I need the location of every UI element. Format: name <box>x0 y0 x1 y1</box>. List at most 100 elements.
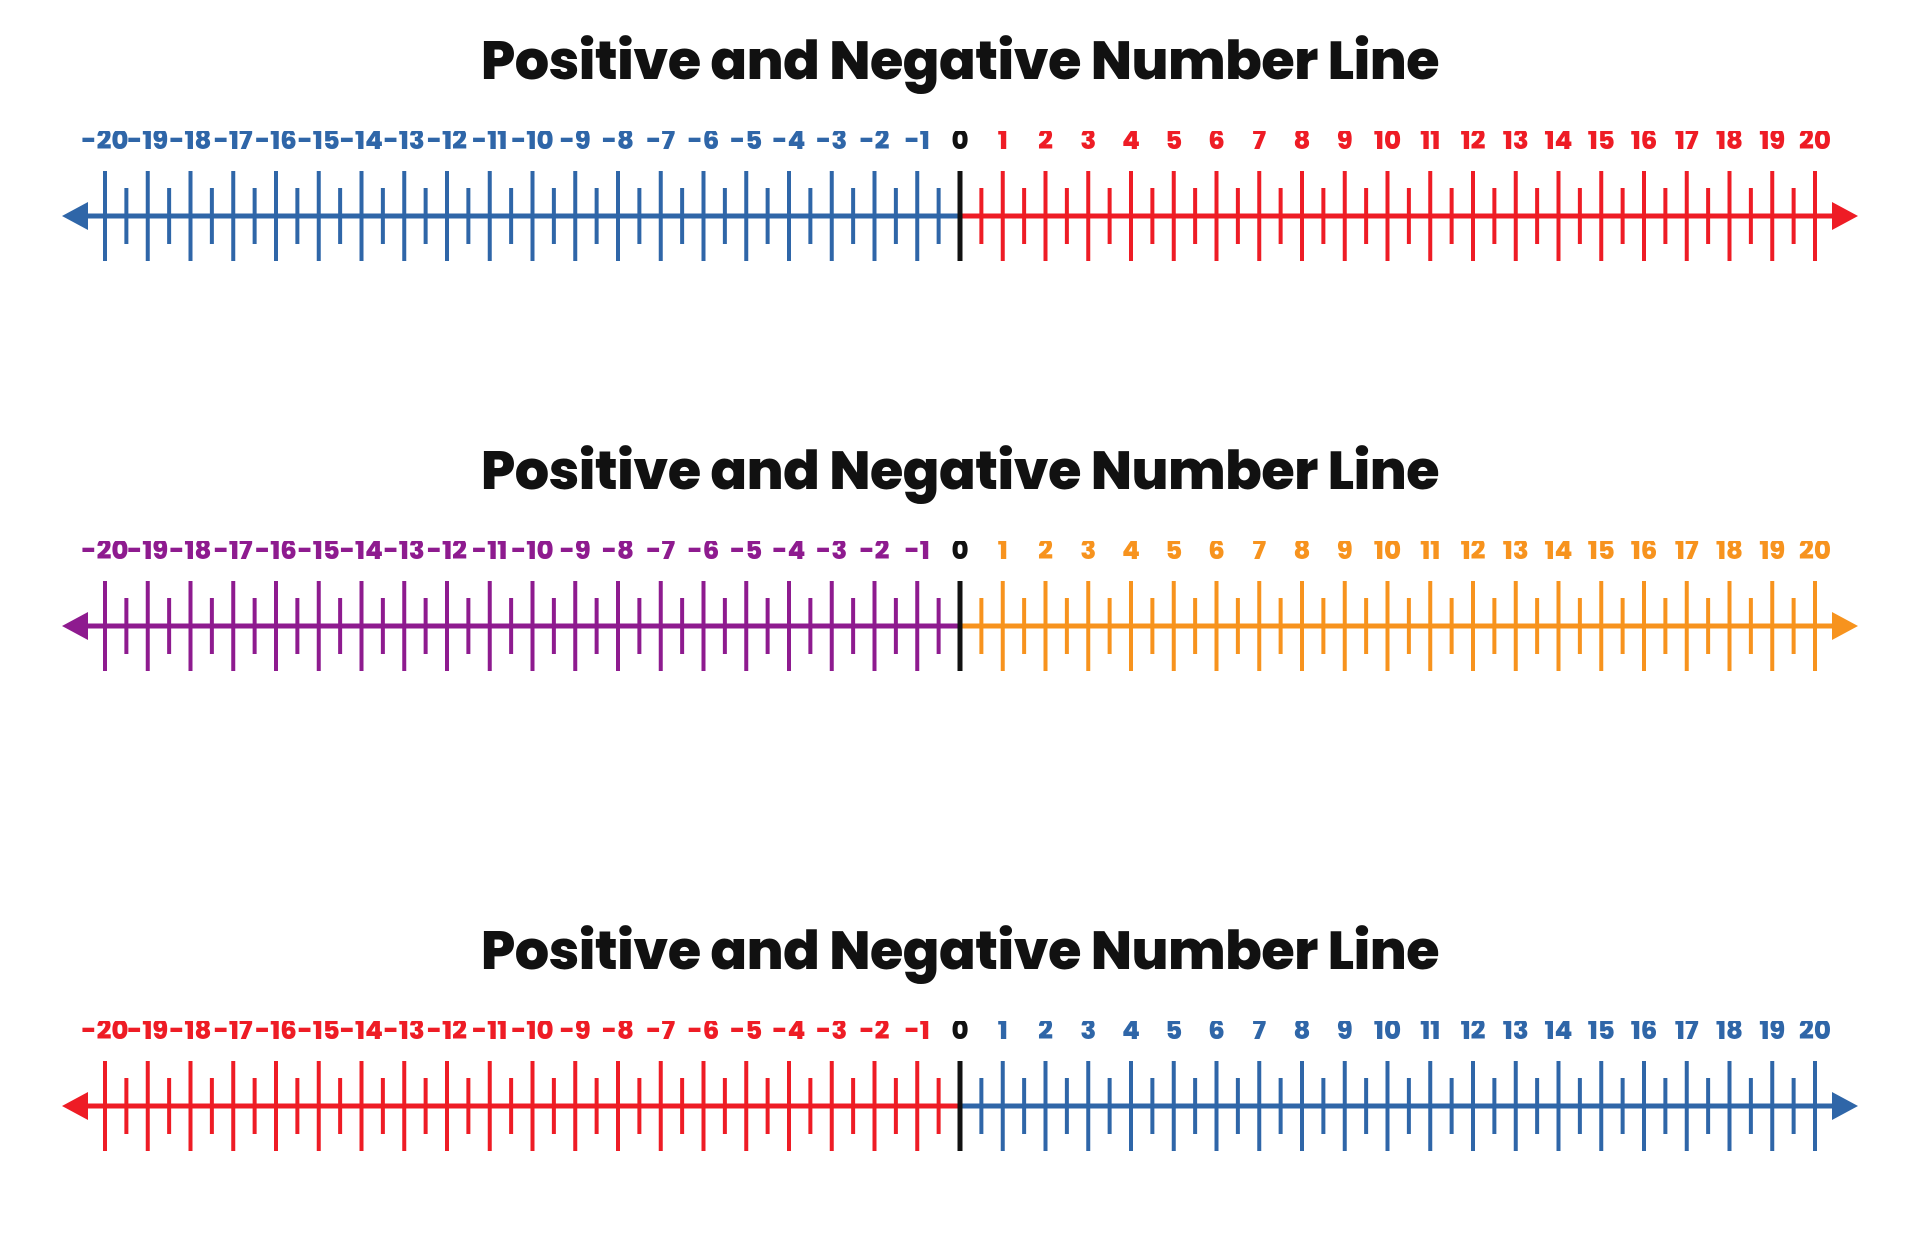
number-line-section-1: Positive and Negative Number Line-20-19-… <box>0 20 1920 301</box>
tick-label: 2 <box>1038 131 1053 159</box>
tick-label: -8 <box>602 541 634 569</box>
arrow-right-icon <box>1832 612 1858 640</box>
tick-label: -7 <box>646 131 675 159</box>
tick-label: 1 <box>998 541 1008 569</box>
tick-label: 7 <box>1252 1021 1266 1049</box>
tick-label: 5 <box>1165 541 1182 569</box>
tick-label: -9 <box>560 541 591 569</box>
tick-label: 12 <box>1461 1021 1486 1049</box>
tick-label: 3 <box>1080 131 1096 159</box>
tick-label: -15 <box>298 1021 340 1049</box>
tick-label: -18 <box>169 131 211 159</box>
tick-label: -7 <box>646 541 675 569</box>
tick-label: 18 <box>1716 541 1743 569</box>
tick-label: 20 <box>1799 541 1831 569</box>
tick-label: -14 <box>340 131 383 159</box>
tick-label: 1 <box>998 1021 1008 1049</box>
tick-label: 10 <box>1374 131 1401 159</box>
tick-label: 4 <box>1122 1021 1140 1049</box>
tick-label: -4 <box>773 131 806 159</box>
tick-label: 3 <box>1080 1021 1096 1049</box>
tick-label: -1 <box>905 1021 930 1049</box>
tick-label: -16 <box>255 1021 297 1049</box>
tick-label: -18 <box>169 541 211 569</box>
tick-label: 16 <box>1631 1021 1658 1049</box>
tick-label: 17 <box>1675 131 1699 159</box>
tick-label: -2 <box>860 541 890 569</box>
tick-label: -3 <box>816 1021 847 1049</box>
tick-label: 0 <box>951 1021 968 1049</box>
tick-label: 7 <box>1252 131 1266 159</box>
tick-label: -20 <box>82 131 129 159</box>
tick-label: 4 <box>1122 541 1140 569</box>
tick-label: -6 <box>688 541 720 569</box>
arrow-right-icon <box>1832 1092 1858 1120</box>
tick-label: -10 <box>511 541 553 569</box>
tick-label: -8 <box>602 131 634 159</box>
tick-label: 16 <box>1631 541 1658 569</box>
tick-label: -4 <box>773 541 806 569</box>
tick-label: -9 <box>560 1021 591 1049</box>
tick-label: 12 <box>1461 541 1486 569</box>
tick-label: -9 <box>560 131 591 159</box>
tick-label: -10 <box>511 131 553 159</box>
tick-label: 11 <box>1420 131 1440 159</box>
tick-label: 19 <box>1759 1021 1785 1049</box>
tick-label: -12 <box>427 131 467 159</box>
tick-label: 3 <box>1080 541 1096 569</box>
tick-label: -17 <box>214 541 253 569</box>
tick-label: 0 <box>951 131 968 159</box>
tick-label: 5 <box>1165 131 1182 159</box>
tick-label: 14 <box>1544 541 1572 569</box>
tick-label: 16 <box>1631 131 1658 159</box>
tick-label: -16 <box>255 541 297 569</box>
tick-label: 1 <box>998 131 1008 159</box>
tick-label: 19 <box>1759 541 1785 569</box>
tick-label: -5 <box>730 131 762 159</box>
diagram-title: Positive and Negative Number Line <box>0 20 1920 101</box>
tick-label: 6 <box>1208 1021 1225 1049</box>
tick-label: 17 <box>1675 1021 1699 1049</box>
tick-label: -6 <box>688 131 720 159</box>
arrow-left-icon <box>62 1092 88 1120</box>
diagram-title: Positive and Negative Number Line <box>0 430 1920 511</box>
tick-label: 8 <box>1294 131 1311 159</box>
tick-label: 2 <box>1038 541 1053 569</box>
tick-label: 2 <box>1038 1021 1053 1049</box>
tick-label: 14 <box>1544 131 1572 159</box>
tick-label: -13 <box>384 131 425 159</box>
tick-label: -12 <box>427 1021 467 1049</box>
tick-label: 12 <box>1461 131 1486 159</box>
tick-label: -11 <box>472 1021 507 1049</box>
tick-label: -19 <box>127 1021 168 1049</box>
tick-label: 20 <box>1799 1021 1831 1049</box>
tick-label: -13 <box>384 541 425 569</box>
diagram-title: Positive and Negative Number Line <box>0 910 1920 991</box>
tick-label: -14 <box>340 1021 383 1049</box>
tick-label: 20 <box>1799 131 1831 159</box>
number-line-section-2: Positive and Negative Number Line-20-19-… <box>0 430 1920 711</box>
tick-label: 7 <box>1252 541 1266 569</box>
tick-label: -8 <box>602 1021 634 1049</box>
tick-label: 0 <box>951 541 968 569</box>
tick-label: 19 <box>1759 131 1785 159</box>
tick-label: 13 <box>1503 1021 1529 1049</box>
tick-label: -15 <box>298 131 340 159</box>
tick-label: 14 <box>1544 1021 1572 1049</box>
number-line-section-3: Positive and Negative Number Line-20-19-… <box>0 910 1920 1191</box>
tick-label: -16 <box>255 131 297 159</box>
tick-label: -19 <box>127 131 168 159</box>
tick-label: 9 <box>1337 131 1353 159</box>
tick-label: 6 <box>1208 131 1225 159</box>
tick-label: -10 <box>511 1021 553 1049</box>
tick-label: 9 <box>1337 1021 1353 1049</box>
tick-label: -17 <box>214 1021 253 1049</box>
tick-label: 15 <box>1588 131 1615 159</box>
tick-label: -4 <box>773 1021 806 1049</box>
tick-label: -11 <box>472 541 507 569</box>
tick-label: -15 <box>298 541 340 569</box>
tick-label: -2 <box>860 131 890 159</box>
tick-label: -18 <box>169 1021 211 1049</box>
tick-label: 8 <box>1294 1021 1311 1049</box>
tick-label: 11 <box>1420 541 1440 569</box>
